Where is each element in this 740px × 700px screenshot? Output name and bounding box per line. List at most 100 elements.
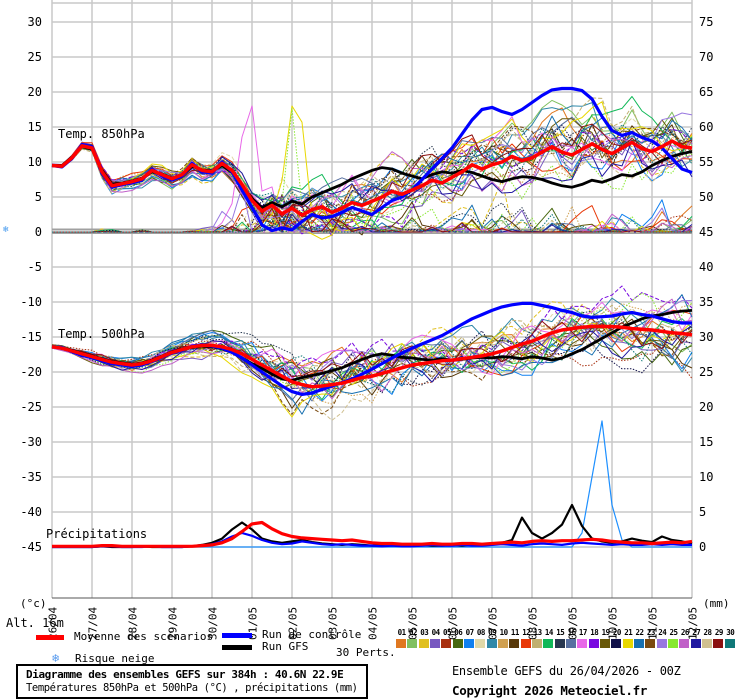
right-axis-tick: 70 [699,50,713,64]
pert-color-swatch [724,639,735,648]
pert-color-swatch [497,639,508,648]
pert-legend-cell: 15 [554,628,566,648]
pert-legend-cell: 10 [497,628,509,648]
x-axis-date-label: 01/05 [247,607,260,640]
pert-color-swatch [588,639,599,648]
pert-color-swatch [565,639,576,648]
pert-legend-cell: 19 [599,628,611,648]
pert-number: 26 [680,628,690,637]
pert-number: 15 [556,628,565,637]
pert-color-swatch [486,639,497,648]
pert-number: 07 [465,628,475,637]
member-t500 [51,285,693,371]
member-t850 [51,132,693,214]
right-axis-tick: 65 [699,85,713,99]
pert-legend-cell: 24 [656,628,668,648]
x-axis-date-label: 04/05 [367,607,380,640]
right-axis-tick: 25 [699,365,713,379]
right-axis-tick: 50 [699,190,713,204]
left-axis-tick: 15 [28,120,42,134]
pert-legend-cell: 14 [543,628,554,648]
right-axis-tick: 20 [699,400,713,414]
x-axis-date-label: 08/05 [527,607,540,640]
left-axis-tick: -10 [20,295,42,309]
pert-number: 20 [612,628,622,637]
pert-legend-cell: 08 [475,628,486,648]
x-axis-date-label: 29/04 [167,607,180,640]
x-axis-date-label: 05/05 [407,607,420,640]
legend-perts-label: 30 Perts. [336,646,396,659]
pert-number: 14 [544,628,554,637]
pert-color-swatch [599,639,610,648]
member-t850 [51,132,693,218]
pert-color-swatch [656,639,667,648]
left-axis-tick: -5 [28,260,42,274]
left-axis-tick: -15 [20,330,42,344]
pert-legend-cell: 02 [407,628,418,648]
legend-snow-label: Risque neige [75,652,155,665]
chart-title: Diagramme des ensembles GEFS sur 384h : … [26,668,344,681]
pert-number: 04 [431,628,441,637]
pert-legend-cell: 12 [520,628,532,648]
right-axis-tick: 0 [699,540,706,554]
pert-color-swatch [633,639,644,648]
x-axis-date-label: 11/05 [647,607,660,640]
x-axis-date-label: 12/05 [687,607,700,640]
legend-gfs-label: Run GFS [262,640,309,653]
x-axis-date-label: 03/05 [327,607,340,640]
pert-legend-cell: 25 [667,628,679,648]
pert-number: 09 [488,628,497,637]
pert-color-swatch [407,639,418,648]
pert-number: 19 [601,628,611,637]
member-precip [52,205,692,233]
member-t850 [51,117,693,235]
right-axis-tick: 55 [699,155,713,169]
pert-color-swatch [611,639,622,648]
pert-color-swatch [622,639,633,648]
pert-number: 17 [578,628,588,637]
pert-number: 02 [408,628,418,637]
snow-risk-marker-icon: ❄ [3,225,9,235]
pert-number: 23 [646,628,656,637]
pert-legend-cell: 26 [679,628,690,648]
pert-number: 30 [726,628,735,637]
pert-legend-cell: 30 [724,628,736,648]
pert-legend-cell: 01 [396,628,407,648]
pert-number: 05 [442,628,452,637]
pert-color-swatch [396,639,406,648]
pert-color-swatch [509,639,520,648]
pert-legend-cell: 04 [429,628,441,648]
x-axis-date-label: 10/05 [607,607,620,640]
curve-group-label-t500: Temp. 500hPa [58,327,145,341]
pert-color-swatch [475,639,486,648]
left-axis-tick: 20 [28,85,42,99]
left-axis-tick: 10 [28,155,42,169]
pert-color-swatch [429,639,440,648]
left-axis-tick: -45 [20,540,42,554]
pert-legend-cell: 11 [509,628,520,648]
pert-number: 21 [624,628,633,637]
pert-color-swatch [554,639,565,648]
pert-number: 28 [703,628,713,637]
member-precip [52,213,692,233]
x-axis-date-label: 28/04 [127,607,140,640]
pert-legend-cell: 03 [418,628,430,648]
right-axis-tick: 15 [699,435,713,449]
right-axis-tick: 45 [699,225,713,239]
right-axis-tick: 40 [699,260,713,274]
pert-color-swatch [543,639,554,648]
pert-color-swatch [679,639,690,648]
pert-color-swatch [690,639,701,648]
curve-group-label-precip: Précipitations [46,527,147,541]
pert-legend-cell: 21 [622,628,634,648]
pert-legend-cell: 18 [588,628,600,648]
member-precip [52,197,693,233]
pert-color-swatch [452,639,463,648]
left-axis-tick: 30 [28,15,42,29]
pert-number: 18 [590,628,599,637]
pert-legend-cell: 09 [486,628,498,648]
control-line-swatch [222,633,252,638]
right-axis-tick: 10 [699,470,713,484]
pert-color-swatch [520,639,531,648]
curve-group-label-t850: Temp. 850hPa [58,127,145,141]
